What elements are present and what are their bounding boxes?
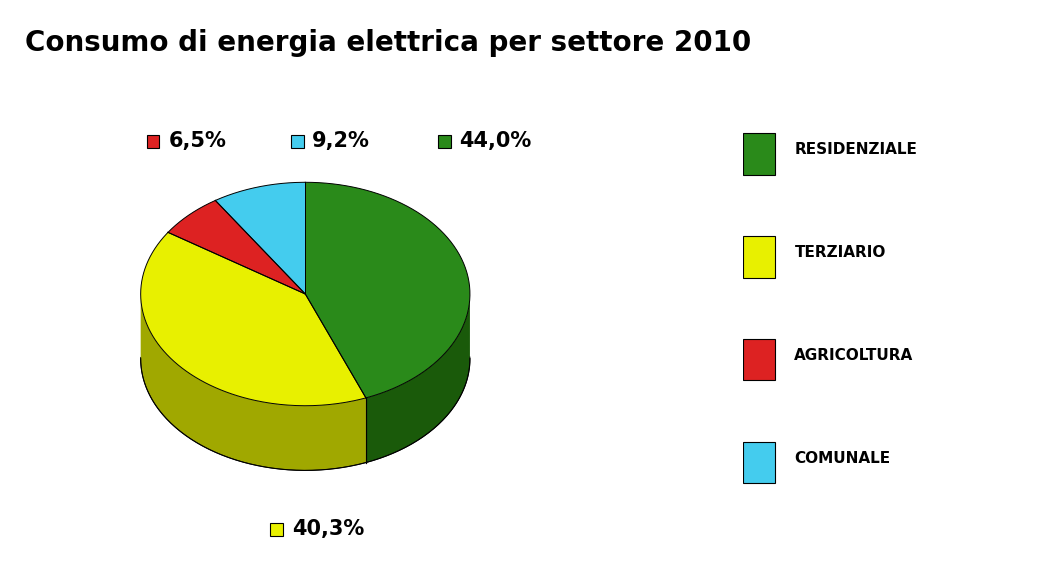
- FancyBboxPatch shape: [291, 135, 304, 148]
- Text: 40,3%: 40,3%: [292, 519, 364, 539]
- Text: 6,5%: 6,5%: [168, 131, 226, 151]
- Polygon shape: [140, 232, 366, 406]
- Text: TERZIARIO: TERZIARIO: [794, 245, 886, 260]
- FancyBboxPatch shape: [743, 339, 775, 380]
- FancyBboxPatch shape: [147, 135, 159, 148]
- Text: 44,0%: 44,0%: [460, 131, 532, 151]
- Polygon shape: [366, 292, 470, 463]
- Polygon shape: [305, 182, 470, 398]
- Text: RESIDENZIALE: RESIDENZIALE: [794, 142, 918, 158]
- Polygon shape: [168, 201, 305, 294]
- Polygon shape: [140, 293, 366, 470]
- FancyBboxPatch shape: [270, 523, 282, 536]
- FancyBboxPatch shape: [743, 442, 775, 483]
- Text: COMUNALE: COMUNALE: [794, 451, 891, 466]
- FancyBboxPatch shape: [438, 135, 450, 148]
- Polygon shape: [216, 182, 305, 294]
- FancyBboxPatch shape: [743, 236, 775, 278]
- Text: AGRICOLTURA: AGRICOLTURA: [794, 348, 913, 363]
- FancyBboxPatch shape: [743, 133, 775, 175]
- Text: 9,2%: 9,2%: [312, 131, 371, 151]
- Text: Consumo di energia elettrica per settore 2010: Consumo di energia elettrica per settore…: [24, 29, 751, 58]
